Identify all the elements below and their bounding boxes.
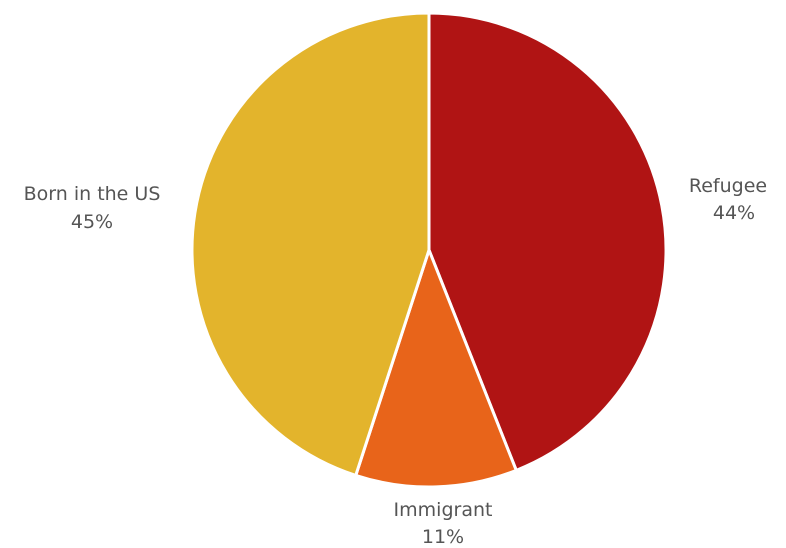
slice-label-refugee-name: Refugee xyxy=(689,175,767,197)
slice-label-born-in-the-us-value: 45% xyxy=(71,211,113,233)
slice-label-immigrant-value: 11% xyxy=(422,526,464,548)
pie-slice-immigrant xyxy=(354,248,518,489)
pie-slices xyxy=(190,11,668,489)
pie-slice-refugee xyxy=(427,11,668,472)
slice-label-refugee-value: 44% xyxy=(713,202,755,224)
pie-slice-born-in-the-us xyxy=(190,11,431,477)
slice-label-immigrant-name: Immigrant xyxy=(394,499,493,521)
pie-labels: Refugee 44% Immigrant 11% Born in the US… xyxy=(24,175,768,548)
slice-label-born-in-the-us-name: Born in the US xyxy=(24,183,161,205)
